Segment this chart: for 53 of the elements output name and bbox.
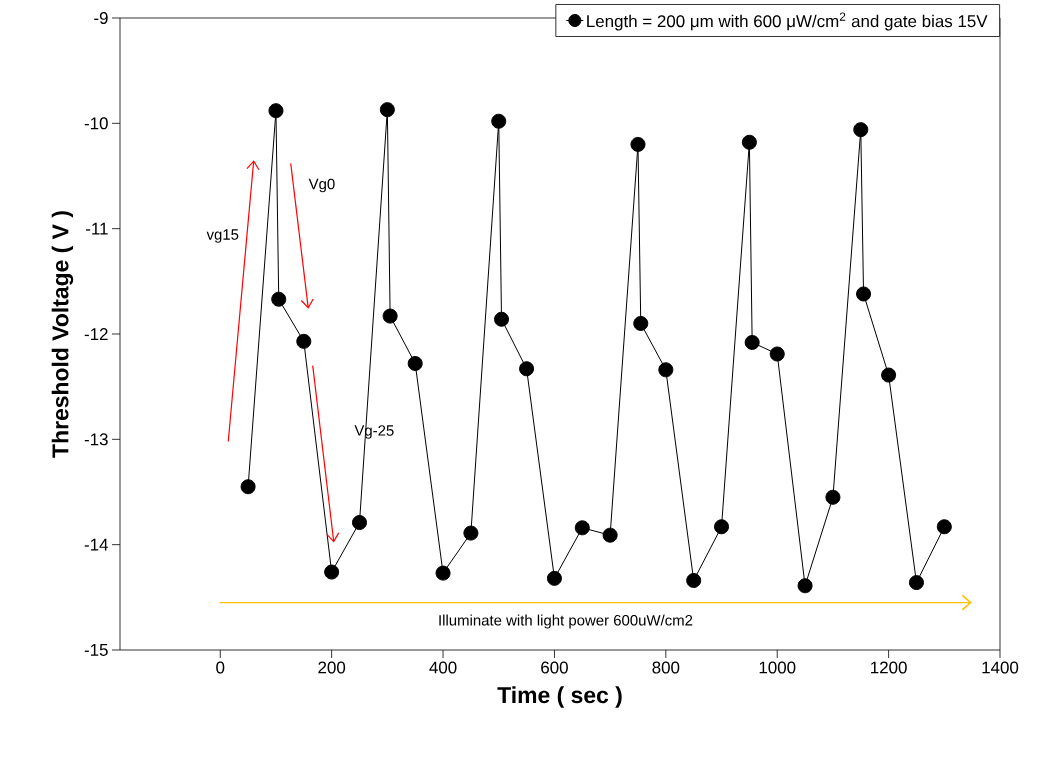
y-tick-label: -9: [94, 11, 108, 24]
point: [546, 570, 562, 586]
point: [908, 575, 924, 591]
y-tick-label: -14: [84, 538, 108, 551]
point: [271, 291, 287, 307]
x-tick-label: 1400: [982, 661, 1019, 674]
point: [744, 334, 760, 350]
point: [324, 564, 340, 580]
point: [463, 525, 479, 541]
point: [268, 103, 284, 119]
point: [407, 355, 423, 371]
x-axis-title: Time ( sec ): [497, 686, 622, 708]
point: [741, 134, 757, 150]
point: [769, 346, 785, 362]
point: [630, 136, 646, 152]
point: [296, 333, 312, 349]
y-tick-label: -15: [84, 644, 108, 656]
point: [658, 362, 674, 378]
point: [519, 361, 535, 377]
x-tick-label: 800: [652, 661, 680, 674]
point: [382, 308, 398, 324]
x-tick-label: 0: [216, 661, 225, 674]
point: [797, 578, 813, 594]
x-tick-label: 1200: [871, 661, 907, 674]
annotation: vg15: [206, 229, 239, 243]
point: [240, 479, 256, 495]
x-tick-label: 200: [318, 661, 346, 674]
point: [853, 122, 869, 138]
y-tick-label: -12: [84, 328, 108, 340]
annotation: Vg0: [308, 178, 335, 193]
y-axis-title: Threshold Voltage ( V ): [51, 211, 74, 458]
point: [881, 367, 897, 383]
x-tick-label: 400: [429, 661, 457, 674]
point: [714, 519, 730, 535]
point: [435, 565, 451, 581]
annotation: Illuminate with light power 600uW/cm2: [439, 614, 693, 629]
point: [352, 515, 367, 531]
point: [494, 311, 510, 327]
x-tick-label: 600: [541, 661, 568, 674]
y-tick-label: -10: [84, 117, 108, 130]
point: [856, 286, 872, 302]
point: [825, 489, 841, 505]
legend-label: Length = 200 μm with 600 μW/cm$^{2}$ and gate bias 15V: [587, 12, 988, 31]
x-tick-label: 1000: [759, 661, 796, 674]
point: [491, 113, 507, 129]
y-tick-label: -13: [84, 433, 108, 446]
point: [602, 527, 618, 543]
point: [633, 315, 649, 331]
y-tick-label: -11: [86, 222, 108, 235]
point: [574, 520, 590, 536]
point: [379, 102, 395, 118]
point: [686, 572, 702, 588]
point: [936, 519, 952, 535]
